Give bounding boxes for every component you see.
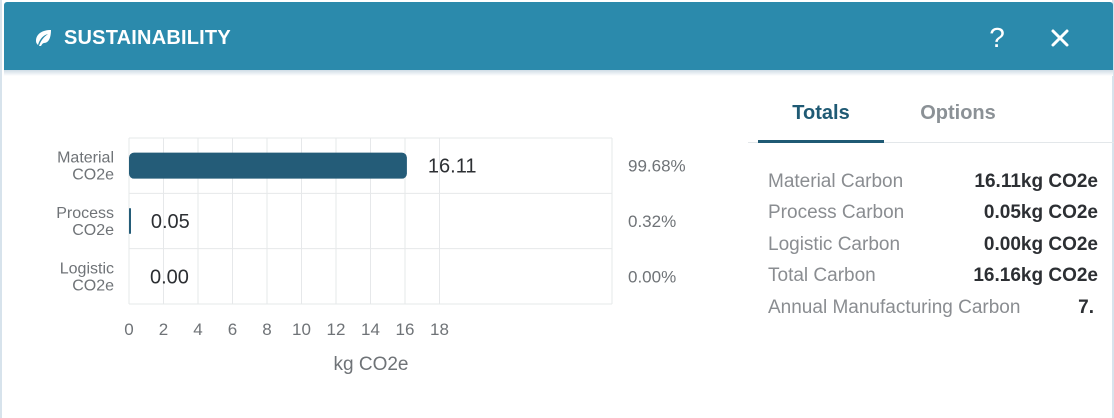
total-value: 0.05kg CO2e	[983, 202, 1098, 224]
category-label: Logistic CO2e	[60, 260, 114, 294]
x-tick-label: 10	[292, 320, 311, 339]
x-tick-label: 0	[124, 320, 133, 339]
chart-labels: Material CO2e 16.11 99.68% Process CO2e 0.05 0.…	[56, 150, 685, 339]
totals-panel: Material Carbon 16.11kg CO2e Process Car…	[768, 166, 1098, 324]
value-label: 16.11	[428, 156, 477, 178]
total-row-process: Process Carbon 0.05kg CO2e	[768, 198, 1098, 230]
percent-label: 0.32%	[628, 212, 676, 231]
total-label: Annual Manufacturing Carbon	[768, 296, 1021, 318]
percent-label: 0.00%	[628, 267, 676, 286]
bar	[129, 208, 131, 234]
tab-options[interactable]: Options	[920, 101, 996, 124]
x-axis-label: kg CO2e	[334, 354, 409, 375]
total-row-annual: Annual Manufacturing Carbon 7.	[768, 292, 1098, 324]
x-tick-label: 12	[327, 320, 346, 339]
x-tick-label: 4	[193, 320, 202, 339]
total-value: 16.11kg CO2e	[974, 170, 1098, 192]
header-shadow	[4, 70, 1113, 76]
chart-grid	[128, 137, 613, 305]
total-label: Process Carbon	[768, 202, 905, 224]
category-label: Process CO2e	[56, 205, 114, 239]
x-tick-label: 14	[361, 320, 380, 339]
total-row-material: Material Carbon 16.11kg CO2e	[768, 166, 1098, 198]
carbon-bar-chart: Material CO2e 16.11 99.68% Process CO2e 0.05 0.…	[56, 137, 686, 375]
total-row-total: Total Carbon 16.16kg CO2e	[768, 261, 1098, 293]
dialog-title: SUSTAINABILITY	[64, 26, 231, 49]
close-icon	[1051, 29, 1069, 47]
title-wrap: SUSTAINABILITY	[32, 24, 231, 52]
total-label: Material Carbon	[768, 170, 904, 192]
total-row-logistic: Logistic Carbon 0.00kg CO2e	[768, 229, 1098, 261]
category-label: Material CO2e	[57, 150, 114, 184]
close-button[interactable]	[1042, 20, 1078, 56]
total-label: Logistic Carbon	[768, 233, 901, 255]
x-tick-label: 6	[228, 320, 237, 339]
value-label: 0.05	[151, 211, 190, 233]
total-label: Total Carbon	[768, 265, 876, 287]
x-tick-label: 2	[159, 320, 168, 339]
value-label: 0.00	[150, 266, 189, 288]
total-value: 0.00kg CO2e	[983, 233, 1098, 255]
help-button[interactable]: ?	[989, 22, 1005, 53]
total-value: 7.	[1078, 296, 1094, 318]
leaf-icon	[32, 27, 54, 49]
chart-bars	[129, 152, 407, 234]
tab-bar: Totals Options	[748, 86, 1114, 143]
bar	[129, 152, 407, 179]
total-value: 16.16kg CO2e	[973, 265, 1098, 287]
x-tick-label: 18	[430, 320, 449, 339]
x-tick-label: 16	[396, 320, 415, 339]
percent-label: 99.68%	[628, 157, 686, 176]
tab-totals[interactable]: Totals	[758, 86, 884, 143]
x-tick-label: 8	[262, 320, 271, 339]
dialog-header: SUSTAINABILITY ?	[4, 2, 1113, 70]
